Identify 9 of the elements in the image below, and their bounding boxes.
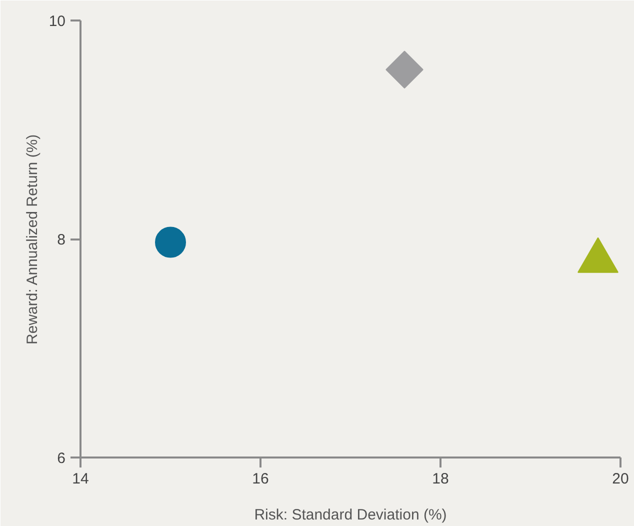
x-tick-label: 16 — [252, 470, 269, 488]
x-axis-title: Risk: Standard Deviation (%) — [254, 506, 447, 524]
y-axis-title: Reward: Annualized Return (%) — [24, 134, 41, 344]
x-tick-label: 14 — [72, 470, 89, 488]
y-tick-label: 6 — [57, 450, 66, 467]
y-tick-label: 10 — [48, 13, 66, 30]
x-tick-label: 18 — [432, 470, 449, 488]
y-tick-label: 8 — [57, 232, 66, 248]
x-tick-label: 20 — [612, 470, 629, 488]
